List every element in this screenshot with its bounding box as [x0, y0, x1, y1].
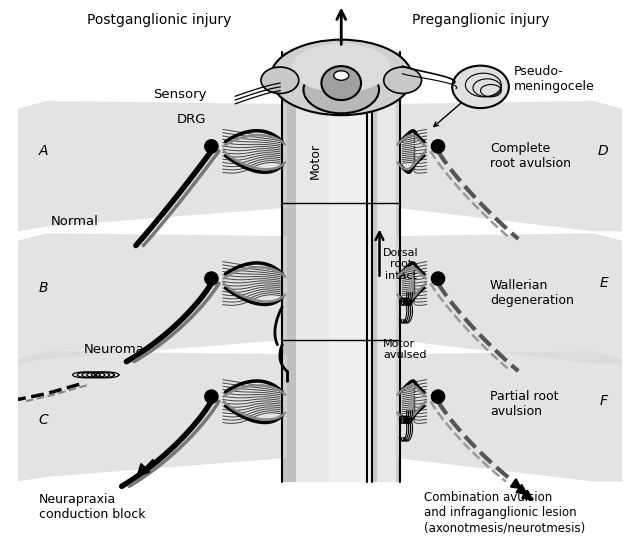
Polygon shape	[18, 351, 287, 482]
Text: B: B	[38, 281, 48, 295]
Text: Preganglionic injury: Preganglionic injury	[412, 13, 549, 27]
Polygon shape	[396, 233, 622, 364]
Ellipse shape	[333, 71, 349, 80]
Text: Wallerian
degeneration: Wallerian degeneration	[490, 279, 574, 307]
Text: Neuroma: Neuroma	[84, 343, 145, 356]
Text: Sensory: Sensory	[153, 88, 207, 101]
Polygon shape	[282, 52, 367, 482]
Ellipse shape	[384, 67, 422, 93]
Text: D: D	[597, 144, 608, 158]
Text: E: E	[599, 277, 608, 291]
Text: Dorsal
root
intact: Dorsal root intact	[383, 248, 419, 281]
Polygon shape	[372, 52, 400, 482]
Text: F: F	[600, 394, 608, 408]
Text: Motor
avulsed: Motor avulsed	[383, 339, 427, 360]
Polygon shape	[396, 52, 400, 482]
Circle shape	[205, 390, 218, 403]
Polygon shape	[396, 351, 622, 482]
Polygon shape	[372, 52, 377, 482]
Circle shape	[205, 272, 218, 285]
Text: A: A	[38, 144, 48, 158]
Ellipse shape	[303, 66, 379, 113]
Text: Motor: Motor	[308, 142, 322, 178]
Text: Complete
root avulsion: Complete root avulsion	[490, 142, 571, 170]
Text: Partial root
avulsion: Partial root avulsion	[490, 390, 559, 418]
Text: Combination avulsion
and infraganglionic lesion
(axonotmesis/neurotmesis): Combination avulsion and infraganglionic…	[424, 491, 585, 534]
Polygon shape	[330, 52, 396, 482]
Ellipse shape	[271, 40, 412, 115]
Ellipse shape	[452, 66, 509, 108]
Polygon shape	[18, 233, 287, 364]
Circle shape	[431, 140, 445, 153]
Polygon shape	[282, 52, 296, 482]
Ellipse shape	[321, 66, 361, 100]
Text: C: C	[38, 413, 49, 427]
Ellipse shape	[261, 67, 299, 93]
Text: Postganglionic injury: Postganglionic injury	[87, 13, 232, 27]
Text: Normal: Normal	[51, 215, 99, 228]
Polygon shape	[18, 101, 287, 231]
Polygon shape	[396, 101, 622, 231]
Circle shape	[431, 272, 445, 285]
Text: DRG: DRG	[177, 113, 207, 126]
Text: Pseudo-
meningocele: Pseudo- meningocele	[513, 66, 595, 93]
Ellipse shape	[292, 43, 391, 92]
Circle shape	[205, 140, 218, 153]
Text: Neurapraxia
conduction block: Neurapraxia conduction block	[38, 493, 145, 521]
Circle shape	[431, 390, 445, 403]
